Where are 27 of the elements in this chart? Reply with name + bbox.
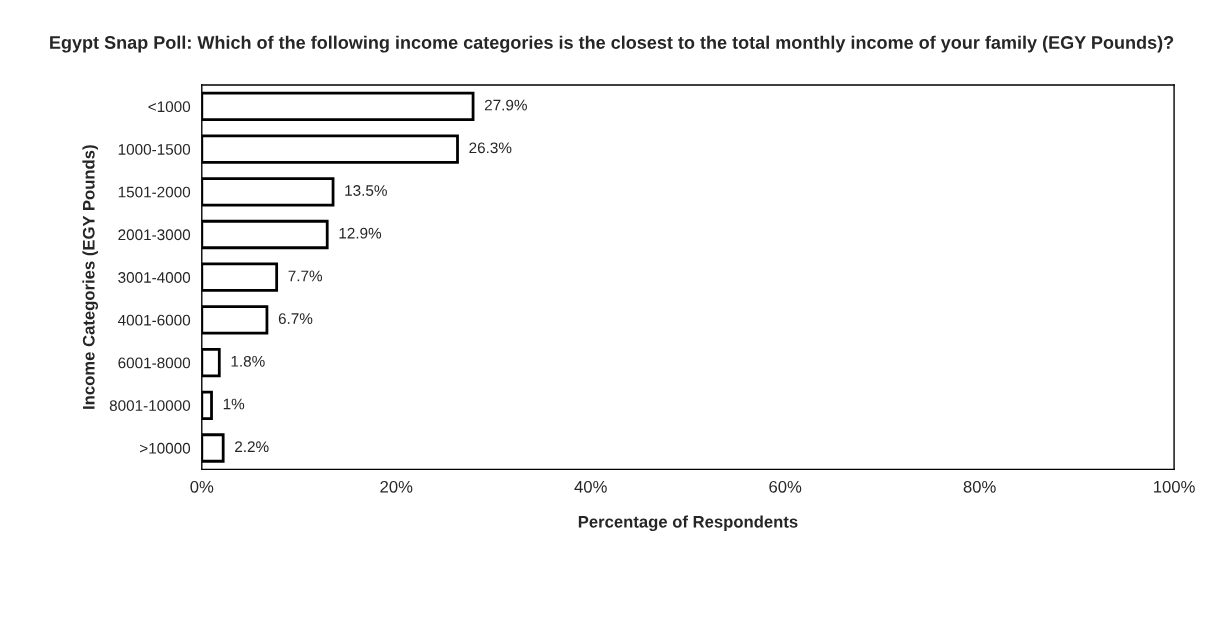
- data-label: 13.5%: [345, 185, 387, 196]
- x-tick-label: 60%: [769, 480, 802, 493]
- data-label: 27.9%: [484, 99, 527, 111]
- data-label: 12.9%: [339, 227, 382, 239]
- y-tick-label: <1000: [148, 101, 191, 113]
- data-label: 6.7%: [278, 313, 313, 324]
- x-tick-label: 20%: [380, 480, 413, 493]
- x-tick-label: 0%: [190, 480, 214, 493]
- y-tick-label: >10000: [140, 442, 191, 454]
- data-label: 2.2%: [235, 441, 269, 453]
- y-tick-label: 3001-4000: [118, 272, 191, 283]
- data-label: 7.7%: [288, 270, 323, 282]
- y-tick-label: 2001-3000: [118, 229, 191, 241]
- x-tick-label: 40%: [574, 480, 607, 493]
- x-tick-label: 100%: [1154, 480, 1195, 493]
- y-tick-label: 4001-6000: [117, 314, 191, 326]
- y-tick-label: 8001-10000: [109, 400, 191, 411]
- data-label: 26.3%: [469, 142, 512, 154]
- y-tick-label: 6001-8000: [118, 357, 191, 369]
- y-axis-title: Income Categories (EGY Pounds): [82, 145, 99, 409]
- data-label: 1%: [223, 398, 245, 410]
- y-tick-label: 1000-1500: [118, 143, 191, 155]
- data-label: 1.8%: [231, 355, 265, 367]
- y-tick-label: 1501-2000: [118, 186, 191, 198]
- x-tick-label: 80%: [963, 480, 996, 493]
- x-axis-title: Percentage of Respondents: [578, 515, 798, 532]
- chart-title: Egypt Snap Poll: Which of the following income categories is the closest to the total monthly income of your family (EGY Pounds)?: [50, 35, 1174, 53]
